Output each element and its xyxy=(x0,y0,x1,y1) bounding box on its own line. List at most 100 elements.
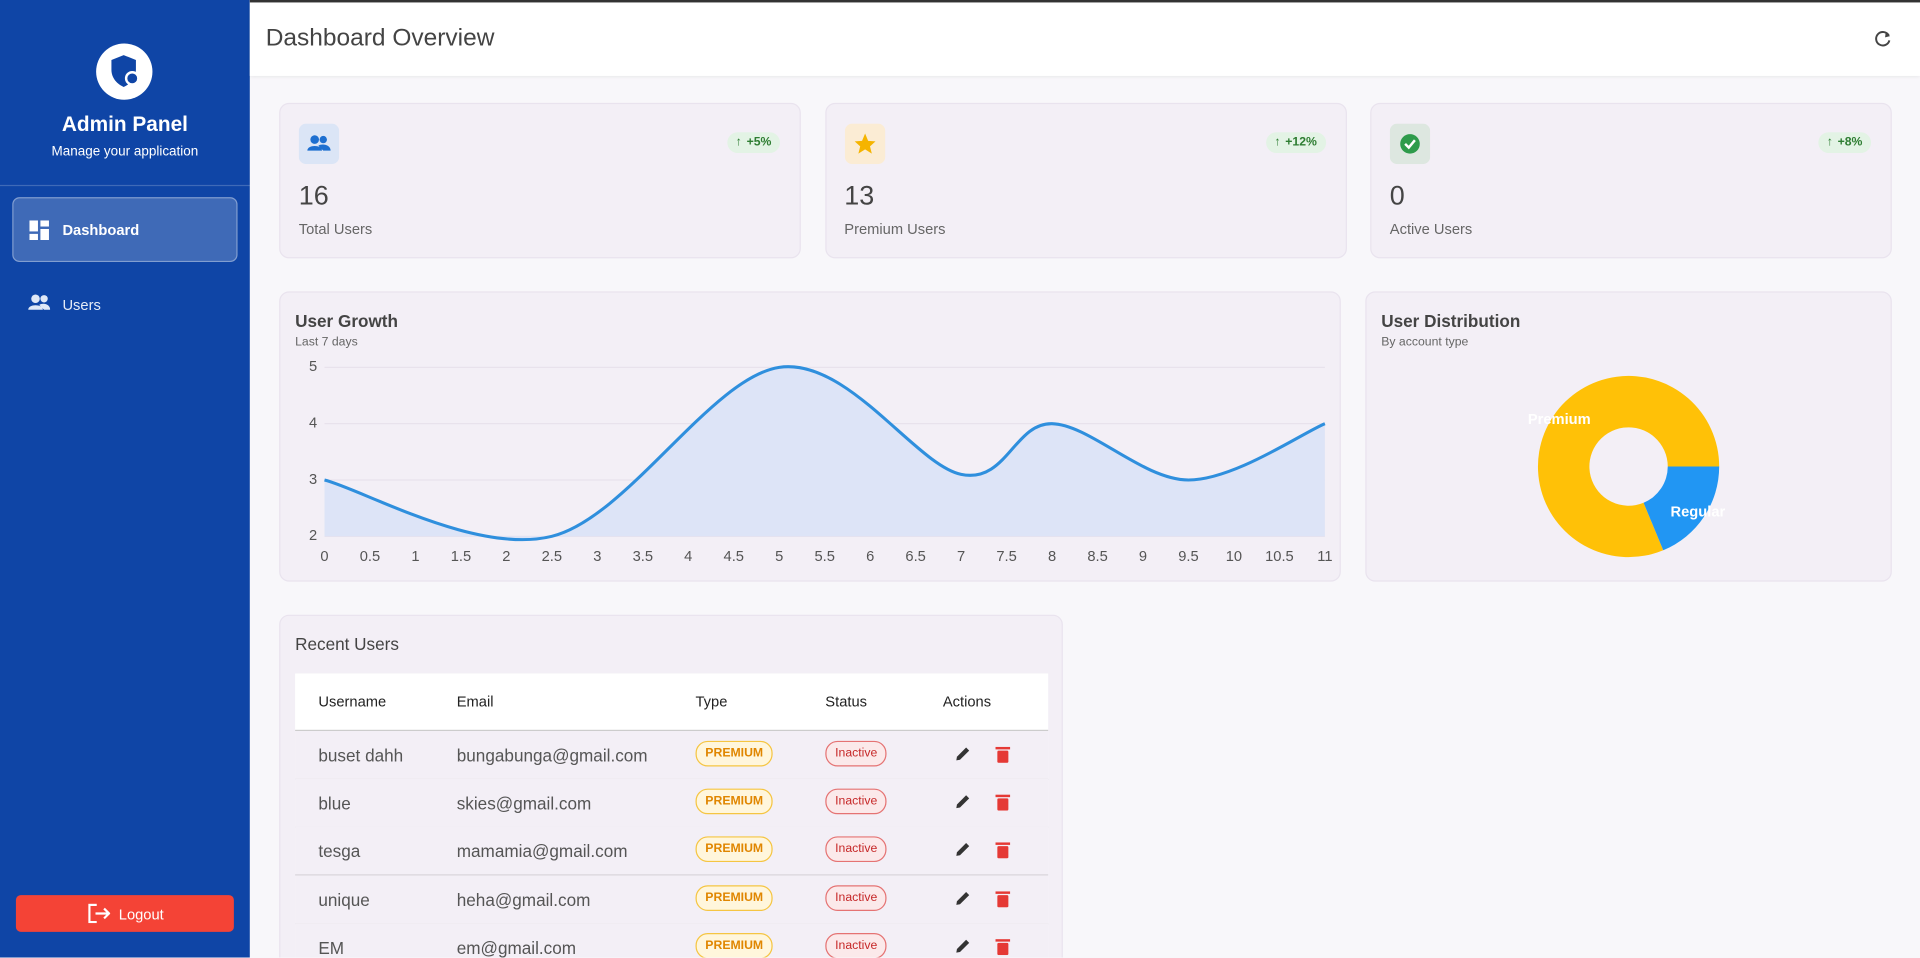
x-tick-label: 6 xyxy=(866,549,874,565)
stat-change-text: +5% xyxy=(746,135,772,150)
stat-change-text: +8% xyxy=(1837,135,1863,150)
edit-button[interactable] xyxy=(954,746,971,763)
refresh-button[interactable] xyxy=(1875,31,1892,48)
x-tick-label: 2.5 xyxy=(542,549,562,565)
type-chip: PREMIUM xyxy=(695,932,773,958)
username: unique xyxy=(318,889,370,910)
delete-button[interactable] xyxy=(995,746,1011,763)
x-tick-label: 9.5 xyxy=(1178,549,1198,565)
icon xyxy=(28,294,51,310)
username: buset dahh xyxy=(318,745,404,766)
y-tick-label: 3 xyxy=(309,472,317,488)
column-header: Email xyxy=(456,693,494,711)
x-tick-label: 6.5 xyxy=(905,549,925,565)
nav-dashboard[interactable]: Dashboard xyxy=(12,197,238,263)
arrow-icon: ↑ xyxy=(735,135,742,150)
y-tick-label: 2 xyxy=(309,528,317,544)
stat-change: ↑ +12% xyxy=(1265,132,1326,154)
sidebar: Admin Panel Manage your application Dash… xyxy=(0,0,250,958)
x-tick-label: 7 xyxy=(957,549,965,565)
x-tick-label: 3 xyxy=(593,549,601,565)
x-tick-label: 2 xyxy=(502,549,510,565)
column-header: Username xyxy=(318,693,387,711)
column-header: Type xyxy=(695,693,728,711)
x-tick-label: 8 xyxy=(1048,549,1056,565)
arrow-icon: ↑ xyxy=(1274,135,1281,150)
line-card: User Growth Last 7 days 2 3 4 5 0 0.5 1 1.5 2 2.5… xyxy=(279,291,1341,582)
sidebar-title: Admin Panel xyxy=(61,112,188,136)
x-tick-label: 10 xyxy=(1226,549,1242,565)
table-row: buset dahh bungabunga@gmail.com PREMIUM Ina… xyxy=(295,731,1049,781)
stat-change: ↑ +5% xyxy=(726,132,781,154)
nav-label: Users xyxy=(62,296,101,314)
arrow-icon: ↑ xyxy=(1826,135,1833,150)
icon xyxy=(88,903,111,924)
table-title: Recent Users xyxy=(295,634,399,654)
type-chip: PREMIUM xyxy=(695,788,773,815)
edit-button[interactable] xyxy=(954,794,971,811)
x-tick-label: 1 xyxy=(411,549,419,565)
x-tick-label: 11 xyxy=(1317,549,1332,565)
y-tick-label: 5 xyxy=(309,359,317,375)
column-header: Status xyxy=(825,693,867,711)
email: mamamia@gmail.com xyxy=(456,841,628,862)
x-tick-label: 5.5 xyxy=(814,549,834,565)
username: tesga xyxy=(318,841,361,862)
table-row: unique heha@gmail.com PREMIUM Inactive xyxy=(295,875,1049,924)
x-tick-label: 4.5 xyxy=(724,549,744,565)
logout-button[interactable]: Logout xyxy=(15,895,234,932)
logo xyxy=(96,43,153,100)
chart-subtitle: Last 7 days xyxy=(295,335,358,349)
status-chip: Inactive xyxy=(825,932,888,958)
stat-label: Total Users xyxy=(298,220,373,238)
pie-slice xyxy=(1643,466,1720,551)
delete-button[interactable] xyxy=(995,794,1011,811)
stat-change-text: +12% xyxy=(1285,135,1317,150)
y-tick-label: 4 xyxy=(309,416,317,432)
delete-button[interactable] xyxy=(995,842,1011,859)
stat-icon xyxy=(844,123,885,165)
stat-card: ↑ +5% 16 Total Users xyxy=(279,102,801,259)
x-tick-label: 3.5 xyxy=(633,549,653,565)
username: blue xyxy=(318,793,351,814)
sidebar-subtitle: Manage your application xyxy=(51,144,199,160)
edit-button[interactable] xyxy=(954,842,971,859)
table-row: tesga mamamia@gmail.com PREMIUM Inactive xyxy=(295,827,1049,876)
x-tick-label: 1.5 xyxy=(451,549,471,565)
pie-slice xyxy=(1537,375,1720,558)
column-header: Actions xyxy=(942,693,992,711)
stat-value: 0 xyxy=(1389,180,1405,211)
edit-button[interactable] xyxy=(954,890,971,907)
username: EM xyxy=(318,937,345,958)
pie-chart: Premium Regular xyxy=(1528,375,1726,558)
icon xyxy=(29,220,49,241)
stat-change: ↑ +8% xyxy=(1818,132,1872,154)
nav-label: Dashboard xyxy=(62,221,140,239)
email: bungabunga@gmail.com xyxy=(456,745,648,766)
x-tick-label: 0 xyxy=(320,549,328,565)
table: Username Email Type Status Actions buset dahh… xyxy=(295,673,1049,958)
x-tick-label: 9 xyxy=(1139,549,1147,565)
stat-icon xyxy=(298,123,340,165)
status-chip: Inactive xyxy=(825,740,888,767)
type-chip: PREMIUM xyxy=(695,884,773,911)
logout-label: Logout xyxy=(118,906,164,924)
header-border xyxy=(295,729,1049,732)
slice-label: Premium xyxy=(1528,412,1591,428)
type-chip: PREMIUM xyxy=(695,836,773,863)
chart-title: User Growth xyxy=(295,311,398,331)
edit-button[interactable] xyxy=(954,938,971,955)
email: skies@gmail.com xyxy=(456,793,592,814)
x-tick-label: 8.5 xyxy=(1087,549,1107,565)
page-title: Dashboard Overview xyxy=(265,24,495,52)
x-tick-label: 0.5 xyxy=(360,549,380,565)
delete-button[interactable] xyxy=(995,938,1011,955)
stat-label: Active Users xyxy=(1389,220,1473,238)
nav-users[interactable]: Users xyxy=(12,279,237,328)
delete-button[interactable] xyxy=(995,890,1011,907)
table-row: EM em@gmail.com PREMIUM Inactive xyxy=(295,923,1049,958)
stat-card: ↑ +12% 13 Premium Users xyxy=(824,102,1347,259)
table-row: blue skies@gmail.com PREMIUM Inactive xyxy=(295,779,1049,828)
slice-label: Regular xyxy=(1671,505,1726,521)
line-area xyxy=(324,366,1325,540)
